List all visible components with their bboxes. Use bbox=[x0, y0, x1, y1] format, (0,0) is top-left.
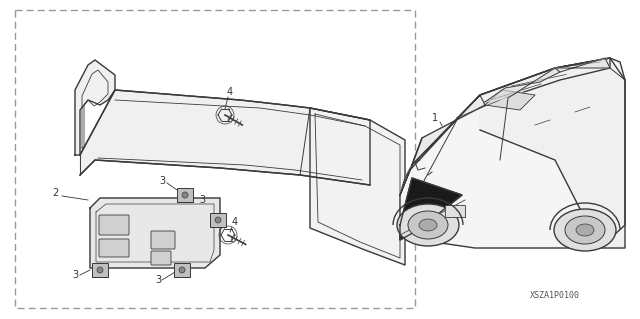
Ellipse shape bbox=[565, 216, 605, 244]
Bar bbox=[445, 205, 465, 217]
Circle shape bbox=[97, 267, 103, 273]
Circle shape bbox=[182, 192, 188, 198]
Ellipse shape bbox=[408, 211, 448, 239]
Polygon shape bbox=[480, 58, 625, 248]
Text: 2: 2 bbox=[52, 188, 58, 198]
Polygon shape bbox=[485, 90, 535, 110]
Polygon shape bbox=[310, 108, 405, 265]
Bar bbox=[174, 263, 190, 277]
Text: 4: 4 bbox=[227, 87, 233, 97]
Polygon shape bbox=[412, 95, 485, 165]
Bar bbox=[92, 263, 108, 277]
FancyBboxPatch shape bbox=[99, 215, 129, 235]
Text: 3: 3 bbox=[72, 270, 78, 280]
Text: 1: 1 bbox=[432, 113, 438, 123]
FancyBboxPatch shape bbox=[151, 251, 171, 265]
Ellipse shape bbox=[397, 204, 459, 246]
Text: XSZA1P0100: XSZA1P0100 bbox=[530, 291, 580, 300]
Polygon shape bbox=[400, 95, 480, 195]
Text: 3: 3 bbox=[159, 176, 165, 186]
Ellipse shape bbox=[419, 219, 437, 231]
Circle shape bbox=[179, 267, 185, 273]
Circle shape bbox=[215, 217, 221, 223]
Polygon shape bbox=[80, 90, 370, 185]
Polygon shape bbox=[400, 58, 625, 248]
Text: 4: 4 bbox=[232, 217, 238, 227]
Bar bbox=[210, 213, 226, 227]
Polygon shape bbox=[412, 58, 610, 165]
Text: 3: 3 bbox=[155, 275, 161, 285]
Text: 3: 3 bbox=[199, 195, 205, 205]
Polygon shape bbox=[75, 60, 115, 155]
Bar bbox=[15, 10, 415, 308]
FancyBboxPatch shape bbox=[151, 231, 175, 249]
Text: 1: 1 bbox=[432, 225, 438, 235]
Polygon shape bbox=[90, 198, 220, 268]
Polygon shape bbox=[555, 58, 610, 72]
Bar bbox=[177, 188, 193, 202]
Polygon shape bbox=[400, 178, 462, 240]
Ellipse shape bbox=[576, 224, 594, 236]
FancyBboxPatch shape bbox=[99, 239, 129, 257]
Ellipse shape bbox=[554, 209, 616, 251]
Polygon shape bbox=[485, 68, 560, 102]
